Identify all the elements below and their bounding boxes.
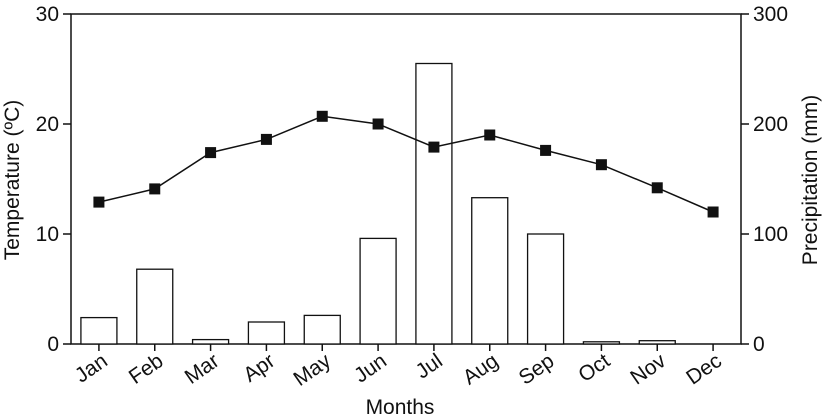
precipitation-bar-apr [247,321,286,345]
plot-frame [70,13,742,345]
precipitation-bar-feb [136,268,174,345]
left-tick-label: 30 [36,3,59,26]
precipitation-bars [80,62,676,345]
right-axis-ticks: 0 100 200 300 [741,3,788,356]
x-axis-title: Months [366,396,435,419]
right-tick-label: 0 [753,333,765,356]
temperature-marker-apr [260,133,272,145]
x-tick-label-apr: Apr [239,349,279,387]
x-tick-label-dec: Dec [682,349,726,389]
right-axis-title: Precipitation (mm) [799,95,822,265]
right-tick-label: 300 [753,3,788,26]
precipitation-bar-sep [526,233,565,345]
x-tick-label-aug: Aug [459,349,503,389]
temperature-marker-aug [484,129,496,141]
precipitation-bar-nov [638,340,676,345]
temperature-line-path [98,115,714,213]
temperature-line [93,110,719,218]
x-tick-label-jan: Jan [71,349,112,387]
precipitation-bar-jul [415,62,453,345]
temperature-marker-may [316,110,328,122]
left-tick-label: 10 [36,223,59,246]
x-tick-label-oct: Oct [574,349,614,387]
right-tick-label: 200 [753,113,788,136]
precipitation-bar-mar [191,338,230,345]
x-tick-label-may: May [289,349,335,391]
x-tick-label-feb: Feb [125,349,168,389]
precipitation-bar-jan [80,316,118,345]
temperature-marker-jan [93,196,105,208]
x-tick-label-nov: Nov [626,349,670,390]
precipitation-bar-aug [471,197,509,345]
left-tick-label: 20 [36,113,59,136]
x-tick-label-jul: Jul [412,349,447,383]
temperature-marker-jun [372,118,384,130]
temperature-marker-sep [540,144,552,156]
left-tick-label: 0 [47,333,59,356]
temperature-marker-feb [149,183,161,195]
left-axis-title: Temperature (ºC) [1,100,24,261]
precipitation-bar-oct [582,341,621,345]
left-axis-ticks: 0 10 20 30 [36,3,71,356]
x-tick-label-sep: Sep [515,349,559,389]
temperature-marker-mar [205,147,217,159]
right-tick-label: 100 [753,223,788,246]
x-tick-label-mar: Mar [181,349,224,389]
precipitation-bar-jun [359,237,397,345]
precipitation-bar-may [303,314,341,345]
temperature-marker-oct [595,159,607,171]
temperature-marker-nov [651,182,663,194]
temperature-marker-dec [707,206,719,218]
temperature-marker-jul [428,141,440,153]
x-tick-label-jun: Jun [350,349,391,387]
x-axis-ticks: Jan Feb Mar Apr May Jun Jul Aug Sep Oct Nov Dec [71,344,726,391]
